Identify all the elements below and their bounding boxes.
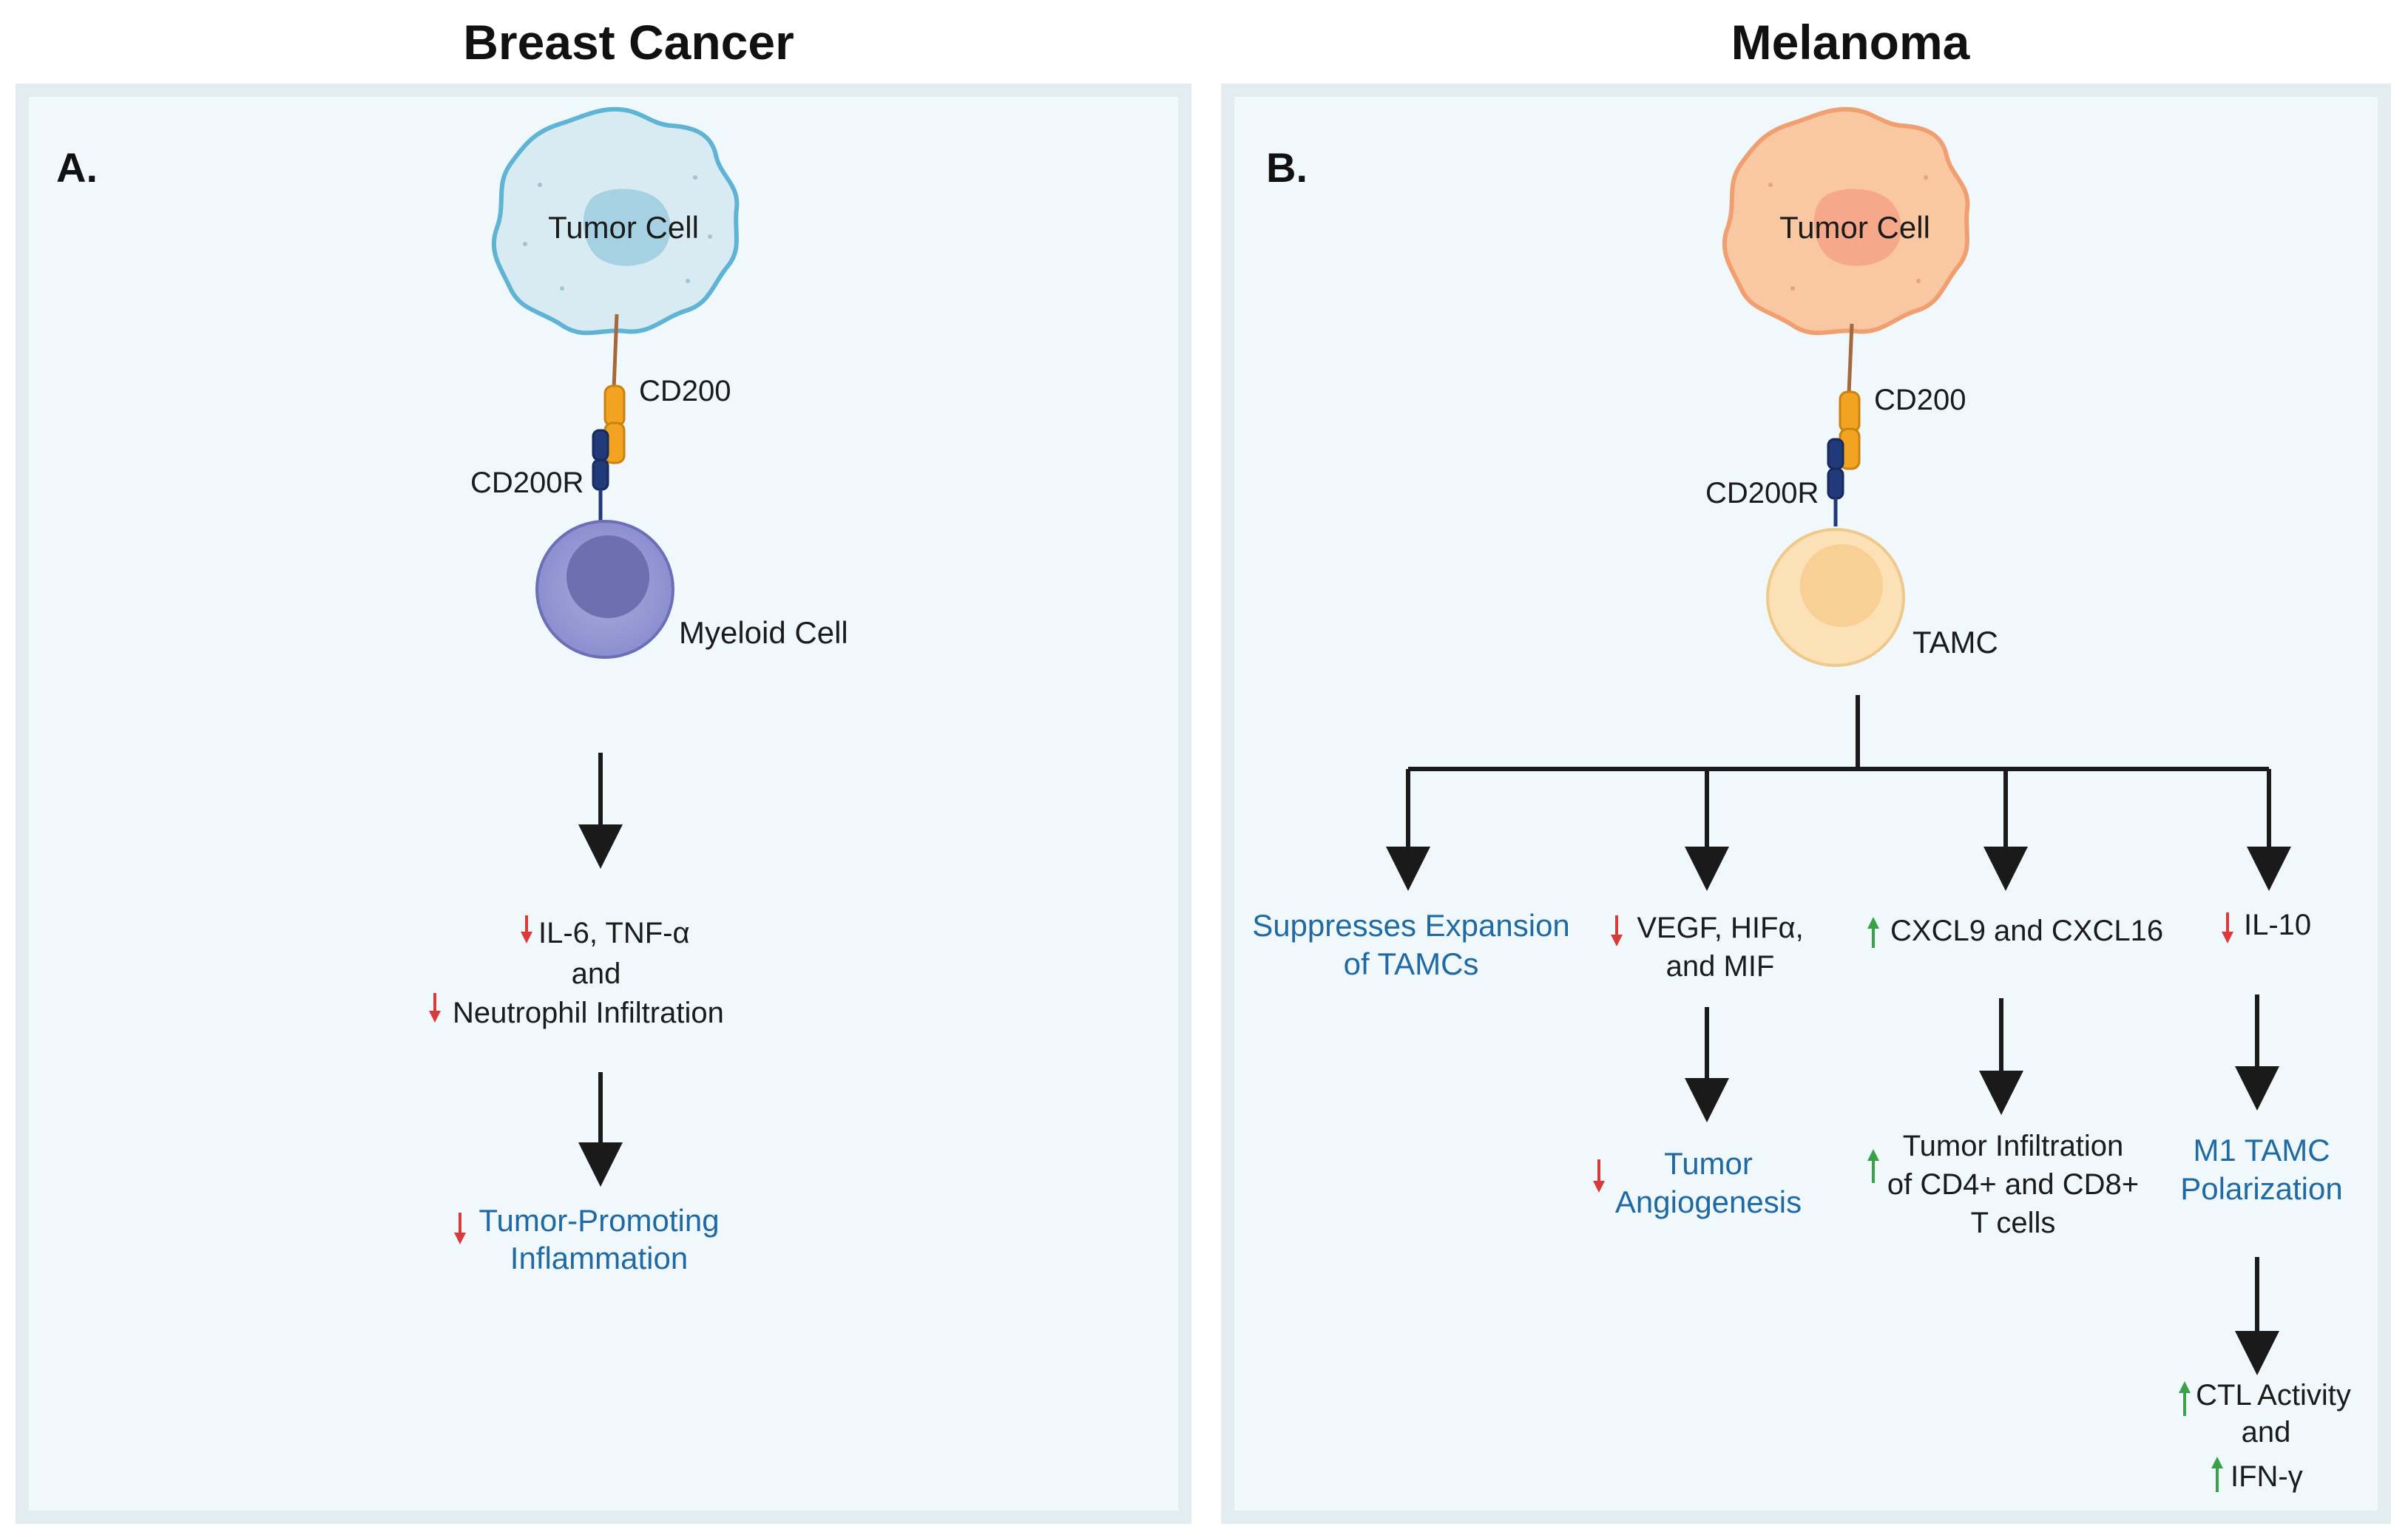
branch4-final-line2: and: [2242, 1416, 2291, 1448]
branch2-effect-line2: and MIF: [1666, 950, 1775, 983]
branch1-line1: Suppresses Expansion: [1252, 908, 1570, 943]
cd200r-label-b: CD200R: [1705, 477, 1819, 509]
outcome-a-line1: Tumor-Promoting: [478, 1203, 719, 1238]
effect-a-line3: Neutrophil Infiltration: [453, 997, 724, 1029]
cd200r-label-a: CD200R: [470, 467, 584, 499]
branch4-outcome-line1: M1 TAMC: [2193, 1133, 2330, 1168]
tumor-cell-icon-b: [1722, 106, 1970, 336]
effect-a-line2: and: [572, 958, 621, 990]
cd200-label-a: CD200: [639, 375, 731, 407]
myeloid-cell-label: Myeloid Cell: [679, 615, 848, 650]
cd200-label-b: CD200: [1874, 384, 1966, 416]
cd200r-receptor-icon-b: [1827, 438, 1844, 526]
branch3-outcome-line3: T cells: [1971, 1207, 2056, 1239]
branch3-effect: CXCL9 and CXCL16: [1890, 915, 2163, 947]
tumor-cell-icon-a: [491, 106, 740, 336]
cd200r-receptor-icon-a: [592, 429, 609, 523]
branch2-outcome-line2: Angiogenesis: [1615, 1185, 1802, 1219]
panel-b-letter: B.: [1266, 144, 1308, 191]
tamc-label: TAMC: [1912, 625, 1998, 660]
outcome-a-line2: Inflammation: [510, 1241, 688, 1275]
branch-connector: [1408, 695, 2269, 771]
branch4-effect: IL-10: [2244, 909, 2311, 941]
branch3-outcome-line2: of CD4+ and CD8+: [1887, 1168, 2139, 1201]
branch2-outcome-line1: Tumor: [1664, 1146, 1753, 1181]
myeloid-cell-icon: [535, 520, 674, 659]
tamc-cell-icon: [1766, 528, 1905, 667]
branch1-line2: of TAMCs: [1344, 946, 1479, 981]
branch4-final-line3: IFN-γ: [2231, 1460, 2303, 1493]
effect-a-line1: IL-6, TNF-α: [538, 917, 690, 949]
tumor-cell-label-a: Tumor Cell: [548, 210, 699, 245]
panel-a-letter: A.: [56, 144, 98, 191]
cd200-ligand-icon-b: [1839, 323, 1861, 470]
branch2-effect-line1: VEGF, HIFα,: [1637, 912, 1803, 944]
branch4-outcome-line2: Polarization: [2180, 1171, 2342, 1206]
branch3-outcome-line1: Tumor Infiltration: [1903, 1130, 2124, 1162]
branch4-final-line1: CTL Activity: [2196, 1379, 2351, 1412]
tumor-cell-label-b: Tumor Cell: [1779, 210, 1930, 245]
title-breast-cancer: Breast Cancer: [463, 15, 794, 70]
title-melanoma: Melanoma: [1731, 15, 1971, 70]
